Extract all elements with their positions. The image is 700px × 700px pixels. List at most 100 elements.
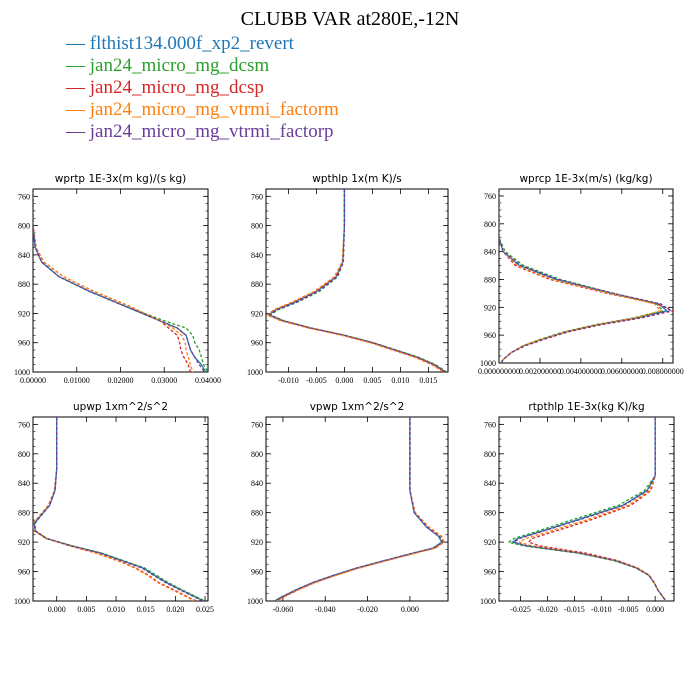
series-line-5 xyxy=(33,189,206,372)
series-line-3 xyxy=(276,417,445,601)
series-line-2 xyxy=(508,417,667,601)
x-tick-label: 0.006000000 xyxy=(601,367,643,376)
panel-2: wpthlp 1x(m K)/s 760 800 840 880 920 960 1000 -0… xyxy=(247,173,449,385)
series-line-3 xyxy=(33,189,192,372)
x-tick-label: 0.020 xyxy=(166,605,184,614)
y-tick-label: 800 xyxy=(18,450,30,459)
y-tick-label: 1000 xyxy=(14,368,30,377)
x-tick-label: -0.020 xyxy=(537,605,558,614)
x-tick-label: 0.000000000 xyxy=(478,367,520,376)
y-tick-label: 760 xyxy=(18,420,30,429)
panel-title: wprcp 1E-3x(m/s) (kg/kg) xyxy=(519,173,652,185)
y-tick-label: 840 xyxy=(18,479,30,488)
series-group xyxy=(499,189,673,363)
series-group xyxy=(508,417,667,601)
x-tick-label: -0.060 xyxy=(273,605,294,614)
x-tick-label: 0.004000000 xyxy=(560,367,602,376)
y-tick-label: 840 xyxy=(484,479,496,488)
legend-entry-4: — jan24_micro_mg_vtrmi_factorm xyxy=(66,99,339,121)
legend-label: jan24_micro_mg_dcsm xyxy=(89,55,270,76)
panel-title: wpthlp 1x(m K)/s xyxy=(312,173,402,185)
y-tick-label: 840 xyxy=(484,248,496,257)
y-tick-label: 800 xyxy=(484,450,496,459)
plot-frame xyxy=(32,416,209,602)
x-tick-label: 0.03000 xyxy=(151,376,177,385)
y-tick-label: 880 xyxy=(484,509,496,518)
legend-label: jan24_micro_mg_vtrmi_factorm xyxy=(89,99,339,120)
x-tick-label: 0.01000 xyxy=(64,376,90,385)
series-line-4 xyxy=(33,417,195,601)
panel-title: rtpthlp 1E-3x(kg K)/kg xyxy=(528,401,644,413)
series-line-2 xyxy=(33,189,208,372)
x-tick-label: -0.015 xyxy=(564,605,585,614)
y-tick-label: 1000 xyxy=(247,597,263,606)
x-tick-label: 0.008000000 xyxy=(642,367,684,376)
panel-4: upwp 1xm^2/s^2 760 800 840 880 920 960 1000 0.00… xyxy=(14,401,214,614)
legend-line-mark: — xyxy=(66,121,90,142)
series-line-3 xyxy=(499,189,673,363)
y-tick-label: 960 xyxy=(18,568,30,577)
y-tick-label: 760 xyxy=(18,192,30,201)
x-tick-label: 0.000 xyxy=(646,605,664,614)
y-tick-label: 840 xyxy=(18,251,30,260)
y-tick-label: 880 xyxy=(18,509,30,518)
y-tick-label: 1000 xyxy=(480,359,496,368)
panel-title: upwp 1xm^2/s^2 xyxy=(73,401,168,413)
x-tick-label: 0.00000 xyxy=(20,376,46,385)
series-line-5 xyxy=(274,417,443,601)
panel-6: rtpthlp 1E-3x(kg K)/kg 760 800 840 880 920 960… xyxy=(480,401,675,614)
series-line-5 xyxy=(499,189,672,363)
plot-frame xyxy=(265,416,449,602)
legend-label: jan24_micro_mg_vtrmi_factorp xyxy=(89,121,334,142)
x-tick-label: -0.005 xyxy=(618,605,639,614)
series-line-1 xyxy=(33,417,205,601)
series-group xyxy=(33,189,208,372)
series-line-4 xyxy=(499,189,662,363)
legend-label: jan24_micro_mg_dcsp xyxy=(89,77,264,98)
series-line-5 xyxy=(268,189,447,372)
y-tick-label: 840 xyxy=(251,479,263,488)
x-tick-label: 0.002000000 xyxy=(519,367,561,376)
series-line-5 xyxy=(513,417,667,601)
y-tick-label: 920 xyxy=(251,538,263,547)
y-tick-label: 960 xyxy=(484,568,496,577)
y-tick-label: 760 xyxy=(484,192,496,201)
legend-line-mark: — xyxy=(66,77,90,98)
y-tick-label: 920 xyxy=(484,303,496,312)
y-tick-label: 920 xyxy=(18,538,30,547)
plot-frame xyxy=(265,188,449,373)
x-tick-label: -0.010 xyxy=(591,605,612,614)
y-tick-label: 960 xyxy=(18,339,30,348)
y-tick-label: 800 xyxy=(18,222,30,231)
y-tick-label: 920 xyxy=(18,309,30,318)
series-group xyxy=(266,189,448,372)
series-line-1 xyxy=(268,189,446,372)
panel-3: wprcp 1E-3x(m/s) (kg/kg) 760 800 840 880 920 9… xyxy=(478,173,684,376)
y-tick-label: 880 xyxy=(18,280,30,289)
legend-line-mark: — xyxy=(66,33,90,54)
x-tick-label: 0.010 xyxy=(107,605,125,614)
series-line-1 xyxy=(274,417,443,601)
y-tick-label: 920 xyxy=(251,309,263,318)
x-tick-label: -0.025 xyxy=(510,605,531,614)
y-tick-label: 1000 xyxy=(247,368,263,377)
y-tick-label: 1000 xyxy=(14,597,30,606)
series-line-3 xyxy=(33,417,197,601)
legend-line-mark: — xyxy=(66,99,90,120)
series-line-1 xyxy=(33,189,207,372)
series-line-5 xyxy=(33,417,203,601)
y-tick-label: 760 xyxy=(251,420,263,429)
figure-title: CLUBB VAR at280E,-12N xyxy=(240,8,460,30)
x-tick-label: 0.02000 xyxy=(108,376,134,385)
series-line-1 xyxy=(499,189,668,363)
y-tick-label: 800 xyxy=(484,220,496,229)
series-line-2 xyxy=(275,417,444,601)
y-tick-label: 880 xyxy=(251,509,263,518)
x-tick-label: -0.005 xyxy=(306,376,327,385)
series-line-4 xyxy=(518,417,667,601)
x-tick-label: 0.000 xyxy=(335,376,353,385)
legend-entry-1: — flthist134.000f_xp2_revert xyxy=(66,33,339,55)
x-tick-label: -0.020 xyxy=(357,605,378,614)
y-tick-label: 960 xyxy=(251,568,263,577)
